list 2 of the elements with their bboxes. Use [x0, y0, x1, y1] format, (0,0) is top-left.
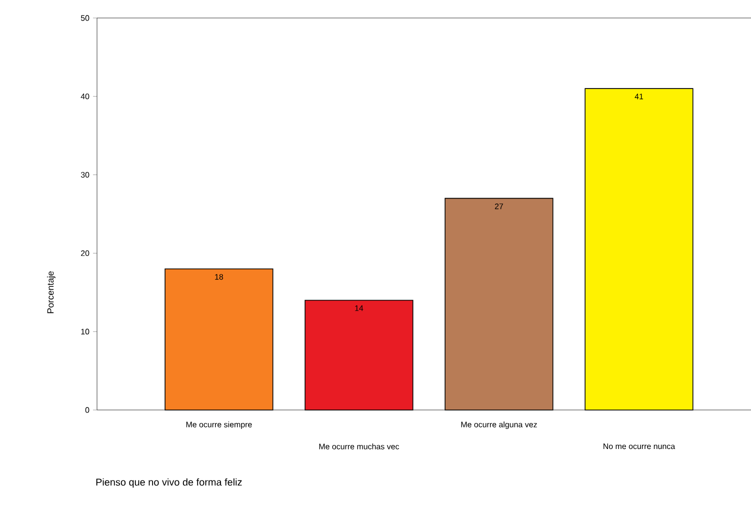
y-axis-title: Porcentaje: [47, 271, 56, 314]
x-axis-title: Pienso que no vivo de forma feliz: [96, 478, 242, 488]
